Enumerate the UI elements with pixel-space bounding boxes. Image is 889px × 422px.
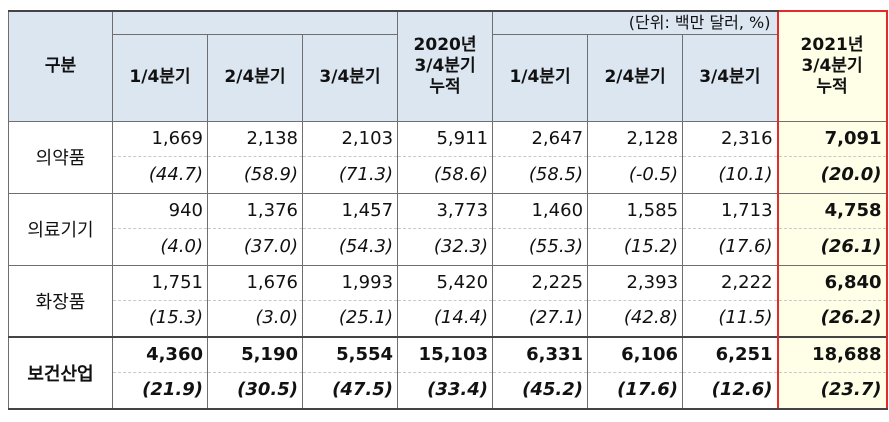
percent-cell: (27.1): [492, 299, 589, 338]
row-label: 의약품: [8, 120, 113, 194]
header-2020-cumulative: 2020년 3/4분기 누적: [397, 10, 494, 122]
percent-cell: (11.5): [682, 299, 779, 338]
percent-cell: (14.4): [397, 299, 494, 338]
value-cell: 5,554: [301, 336, 399, 373]
percent-cell: (21.9): [112, 371, 208, 410]
percent-cell: (58.9): [207, 155, 303, 194]
value-cell: 2,393: [587, 264, 684, 301]
percent-cell: (3.0): [207, 299, 303, 338]
percent-cell: (44.7): [112, 155, 208, 194]
percent-cell: (20.0): [776, 155, 888, 194]
header-2021-cumulative: 2021년 3/4분기 누적: [776, 10, 888, 122]
header-2021-q3: 3/4분기: [682, 33, 779, 122]
percent-cell: (71.3): [301, 155, 399, 194]
row-label: 화장품: [8, 264, 113, 338]
corner-header: 구분: [8, 10, 113, 122]
table-row-percent: (21.9) (30.5) (47.5) (33.4) (45.2) (17.6) (12.…: [9, 371, 888, 410]
value-cell: 1,676: [207, 264, 303, 301]
percent-cell: (23.7): [776, 371, 888, 410]
value-cell: 15,103: [397, 336, 494, 373]
table-row: 의료기기 940 1,376 1,457 3,773 1,460 1,585 1,713 4,7…: [8, 192, 888, 266]
percent-cell: (33.4): [397, 371, 494, 410]
percent-cell: (25.1): [301, 299, 399, 338]
table-row: 의약품 1,669 2,138 2,103 5,911 2,647 2,128 2,316 7,…: [8, 120, 888, 194]
table-row-percent: (44.7) (58.9) (71.3) (58.6) (58.5) (-0.5) (10.…: [9, 155, 888, 194]
value-cell: 2,103: [301, 120, 399, 157]
value-cell: 940: [112, 192, 208, 229]
table-row-percent: (4.0) (37.0) (54.3) (32.3) (55.3) (15.2) (17.6…: [9, 227, 888, 266]
value-cell: 6,840: [776, 264, 888, 301]
percent-cell: (37.0): [207, 227, 303, 266]
header-blank-2020: [111, 10, 399, 35]
value-cell: 6,331: [492, 336, 589, 373]
percent-cell: (17.6): [682, 227, 779, 266]
value-cell: 2,138: [207, 120, 303, 157]
value-cell: 18,688: [776, 336, 888, 373]
percent-cell: (10.1): [682, 155, 779, 194]
percent-cell: (26.1): [776, 227, 888, 266]
header-2021-q2: 2/4분기: [587, 33, 684, 122]
value-cell: 1,993: [301, 264, 399, 301]
value-cell: 1,751: [112, 264, 208, 301]
value-cell: 7,091: [776, 120, 888, 157]
value-cell: 6,251: [682, 336, 779, 373]
percent-cell: (45.2): [492, 371, 589, 410]
value-cell: 5,190: [207, 336, 303, 373]
percent-cell: (15.2): [587, 227, 684, 266]
value-cell: 4,758: [776, 192, 888, 229]
value-cell: 1,669: [112, 120, 208, 157]
percent-cell: (42.8): [587, 299, 684, 338]
header-2020-q3: 3/4분기: [301, 33, 399, 122]
percent-cell: (26.2): [776, 299, 888, 338]
value-cell: 1,585: [587, 192, 684, 229]
percent-cell: (54.3): [301, 227, 399, 266]
value-cell: 1,713: [682, 192, 779, 229]
value-cell: 5,911: [397, 120, 494, 157]
percent-cell: (58.5): [492, 155, 589, 194]
export-statistics-table: 구분 2020년 3/4분기 누적 (단위: 백만 달러, %) 2021년 3…: [8, 10, 888, 410]
value-cell: 2,128: [587, 120, 684, 157]
value-cell: 5,420: [397, 264, 494, 301]
table-row: 보건산업 4,360 5,190 5,554 15,103 6,331 6,106 6,251…: [8, 336, 888, 410]
percent-cell: (32.3): [397, 227, 494, 266]
value-cell: 6,106: [587, 336, 684, 373]
value-cell: 2,222: [682, 264, 779, 301]
percent-cell: (30.5): [207, 371, 303, 410]
percent-cell: (15.3): [112, 299, 208, 338]
header-2020-q1: 1/4분기: [112, 33, 208, 122]
row-label: 보건산업: [8, 336, 113, 410]
row-label: 의료기기: [8, 192, 113, 266]
value-cell: 3,773: [397, 192, 494, 229]
percent-cell: (17.6): [587, 371, 684, 410]
value-cell: 2,316: [682, 120, 779, 157]
value-cell: 1,460: [492, 192, 589, 229]
value-cell: 2,225: [492, 264, 589, 301]
value-cell: 1,376: [207, 192, 303, 229]
table-row-percent: (15.3) (3.0) (25.1) (14.4) (27.1) (42.8) (11.5…: [9, 299, 888, 338]
percent-cell: (47.5): [301, 371, 399, 410]
value-cell: 4,360: [112, 336, 208, 373]
percent-cell: (4.0): [112, 227, 208, 266]
header-2021-q1: 1/4분기: [492, 33, 589, 122]
value-cell: 1,457: [301, 192, 399, 229]
value-cell: 2,647: [492, 120, 589, 157]
percent-cell: (-0.5): [587, 155, 684, 194]
percent-cell: (12.6): [682, 371, 779, 410]
percent-cell: (55.3): [492, 227, 589, 266]
table-body: 의약품 1,669 2,138 2,103 5,911 2,647 2,128 2,316 7,…: [8, 120, 888, 410]
unit-note: (단위: 백만 달러, %): [492, 10, 779, 35]
table-row: 화장품 1,751 1,676 1,993 5,420 2,225 2,393 2,222 6,…: [8, 264, 888, 338]
header-2020-q2: 2/4분기: [207, 33, 303, 122]
percent-cell: (58.6): [397, 155, 494, 194]
